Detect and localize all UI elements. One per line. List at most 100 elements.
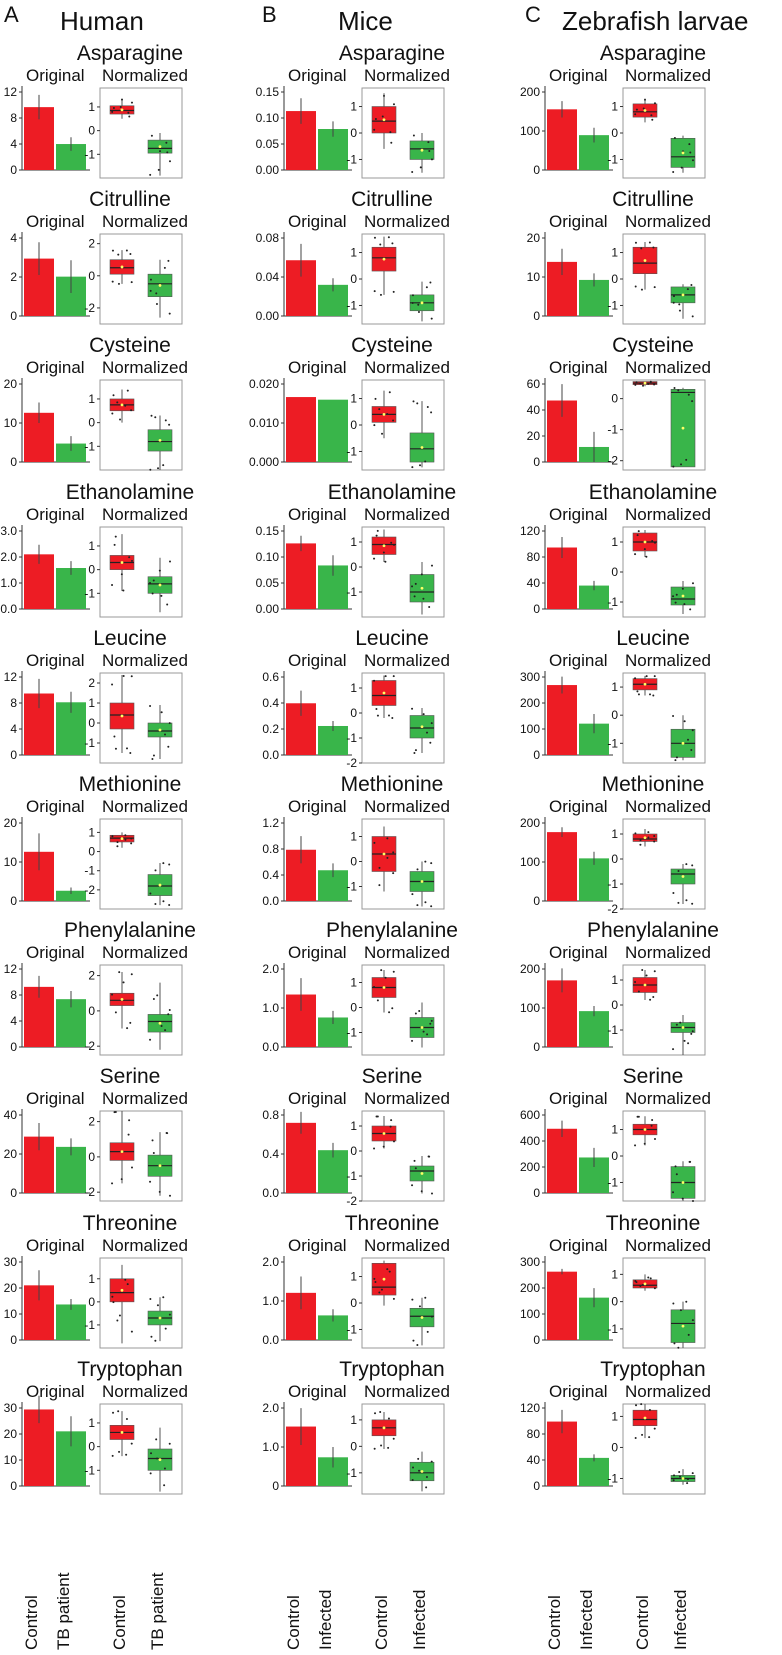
- sample-point: [392, 674, 395, 677]
- sample-point: [647, 831, 650, 834]
- y-tick-label: 0.0: [0, 602, 17, 616]
- normalized-subtitle: Normalized: [625, 1235, 711, 1255]
- y-tick-label: 40: [527, 576, 541, 590]
- metabolite-block: Cysteine Original Normalized 20 10 0 1 0 -1: [0, 334, 260, 484]
- sample-point: [386, 413, 389, 416]
- y-tick-label: 300: [520, 1255, 540, 1269]
- metabolite-title: Tryptophan: [339, 1357, 445, 1381]
- sample-point: [678, 309, 681, 312]
- y-tick-label: 0.05: [256, 137, 280, 151]
- sample-point: [430, 158, 433, 161]
- original-subtitle: Original: [549, 650, 608, 670]
- sample-point: [691, 902, 694, 905]
- sample-point: [163, 267, 166, 270]
- metabolite-chart: 1.2 0.8 0.4 0.0 1 0 -1: [262, 816, 445, 910]
- sample-point: [691, 1318, 694, 1321]
- sample-point: [413, 751, 416, 754]
- sample-point: [387, 236, 390, 239]
- metabolite-chart: 12 8 4 0 2 0 -2: [4, 962, 183, 1056]
- sample-point: [120, 572, 123, 575]
- sample-point: [376, 999, 379, 1002]
- mean-point: [158, 1316, 162, 1319]
- sample-point: [392, 103, 395, 106]
- sample-point: [639, 839, 642, 842]
- metabolite-block: Tryptophan Original Normalized 2.0 1.0 0 1 0 -1: [262, 1358, 522, 1508]
- y-tick-label: 1.0: [262, 1294, 279, 1308]
- original-subtitle: Original: [549, 1381, 608, 1401]
- sample-point: [152, 1152, 155, 1155]
- sample-point: [111, 249, 114, 252]
- bar-control: [286, 1123, 316, 1194]
- norm-tick-label: 2: [88, 676, 95, 690]
- sample-point: [688, 143, 691, 146]
- sample-point: [164, 419, 167, 422]
- original-subtitle: Original: [288, 1235, 347, 1255]
- sample-point: [373, 290, 376, 293]
- metabolite-chart: 600 400 200 0 1 0 -1: [520, 1108, 706, 1203]
- original-subtitle: Original: [288, 650, 347, 670]
- sample-point: [126, 390, 129, 393]
- norm-tick-label: 0: [611, 852, 618, 866]
- norm-tick-label: -1: [84, 147, 95, 161]
- sample-point: [168, 1195, 171, 1198]
- sample-point: [111, 1454, 114, 1457]
- sample-point: [674, 601, 677, 604]
- metabolite-chart: 4 2 0 2 0 -2: [10, 231, 183, 325]
- sample-point: [111, 583, 114, 586]
- sample-point: [155, 1438, 158, 1441]
- metabolite-title: Methionine: [340, 773, 444, 796]
- metabolite-chart: 0.08 0.04 0.00 1 0 -1: [256, 231, 445, 325]
- sample-point: [430, 721, 433, 724]
- y-tick-label: 3.0: [0, 524, 17, 538]
- sample-point: [651, 118, 654, 121]
- sample-point: [653, 286, 656, 289]
- sample-point: [690, 1033, 693, 1036]
- y-tick-label: 0.04: [256, 270, 280, 284]
- sample-point: [634, 981, 637, 984]
- y-tick-label: 0.8: [262, 842, 279, 856]
- sample-point: [417, 1457, 420, 1460]
- mean-point: [382, 413, 386, 417]
- metabolite-block: Serine Original Normalized 600 400 200 0 1 0 -1: [520, 1065, 782, 1215]
- normalized-subtitle: Normalized: [102, 943, 188, 963]
- norm-tick-label: -1: [346, 1322, 357, 1336]
- sample-point: [645, 674, 648, 677]
- sample-point: [650, 114, 653, 117]
- y-tick-label: 0: [272, 1479, 279, 1493]
- sample-point: [392, 1437, 395, 1440]
- bar-control: [547, 832, 577, 901]
- y-tick-label: 600: [520, 1108, 540, 1122]
- metabolite-chart: 2.0 1.0 0.0 1 0 -1: [262, 1255, 445, 1349]
- sample-point: [411, 170, 414, 173]
- sample-point: [672, 465, 675, 468]
- sample-point: [378, 884, 381, 887]
- metabolite-chart: 2.0 1.0 0.0 1 0 -1: [262, 962, 445, 1056]
- sample-point: [643, 1143, 646, 1146]
- sample-point: [373, 557, 376, 560]
- bar-infected: [56, 890, 86, 901]
- metabolite-title: Threonine: [344, 1211, 440, 1235]
- box-frame: [99, 379, 183, 471]
- sample-point: [392, 1297, 395, 1300]
- mean-point: [420, 446, 424, 450]
- y-tick-label: 0: [533, 1040, 540, 1054]
- original-subtitle: Original: [549, 358, 608, 378]
- sample-point: [414, 582, 417, 585]
- sample-point: [679, 1021, 682, 1024]
- metabolite-title: Serine: [622, 1065, 684, 1089]
- metabolite-title: Asparagine: [599, 42, 707, 65]
- norm-tick-label: 1: [88, 696, 95, 710]
- sample-point: [645, 974, 648, 977]
- sample-point: [150, 134, 153, 137]
- norm-tick-label: 1: [611, 827, 618, 841]
- sample-point: [634, 1279, 637, 1282]
- sample-point: [373, 679, 376, 682]
- sample-point: [689, 607, 692, 610]
- sample-point: [124, 405, 127, 408]
- sample-point: [387, 1417, 390, 1420]
- sample-point: [157, 168, 160, 171]
- sample-point: [121, 98, 123, 101]
- y-tick-label: 2.0: [262, 1255, 279, 1269]
- original-subtitle: Original: [26, 358, 85, 378]
- mean-point: [382, 1132, 386, 1136]
